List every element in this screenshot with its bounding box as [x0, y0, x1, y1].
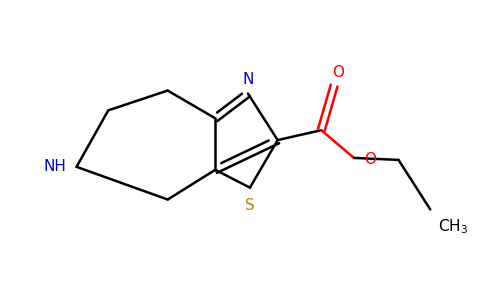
Text: CH$_3$: CH$_3$ — [438, 218, 469, 236]
Text: S: S — [245, 198, 255, 213]
Text: O: O — [332, 65, 344, 80]
Text: NH: NH — [44, 159, 67, 174]
Text: N: N — [242, 72, 254, 87]
Text: O: O — [364, 152, 376, 167]
